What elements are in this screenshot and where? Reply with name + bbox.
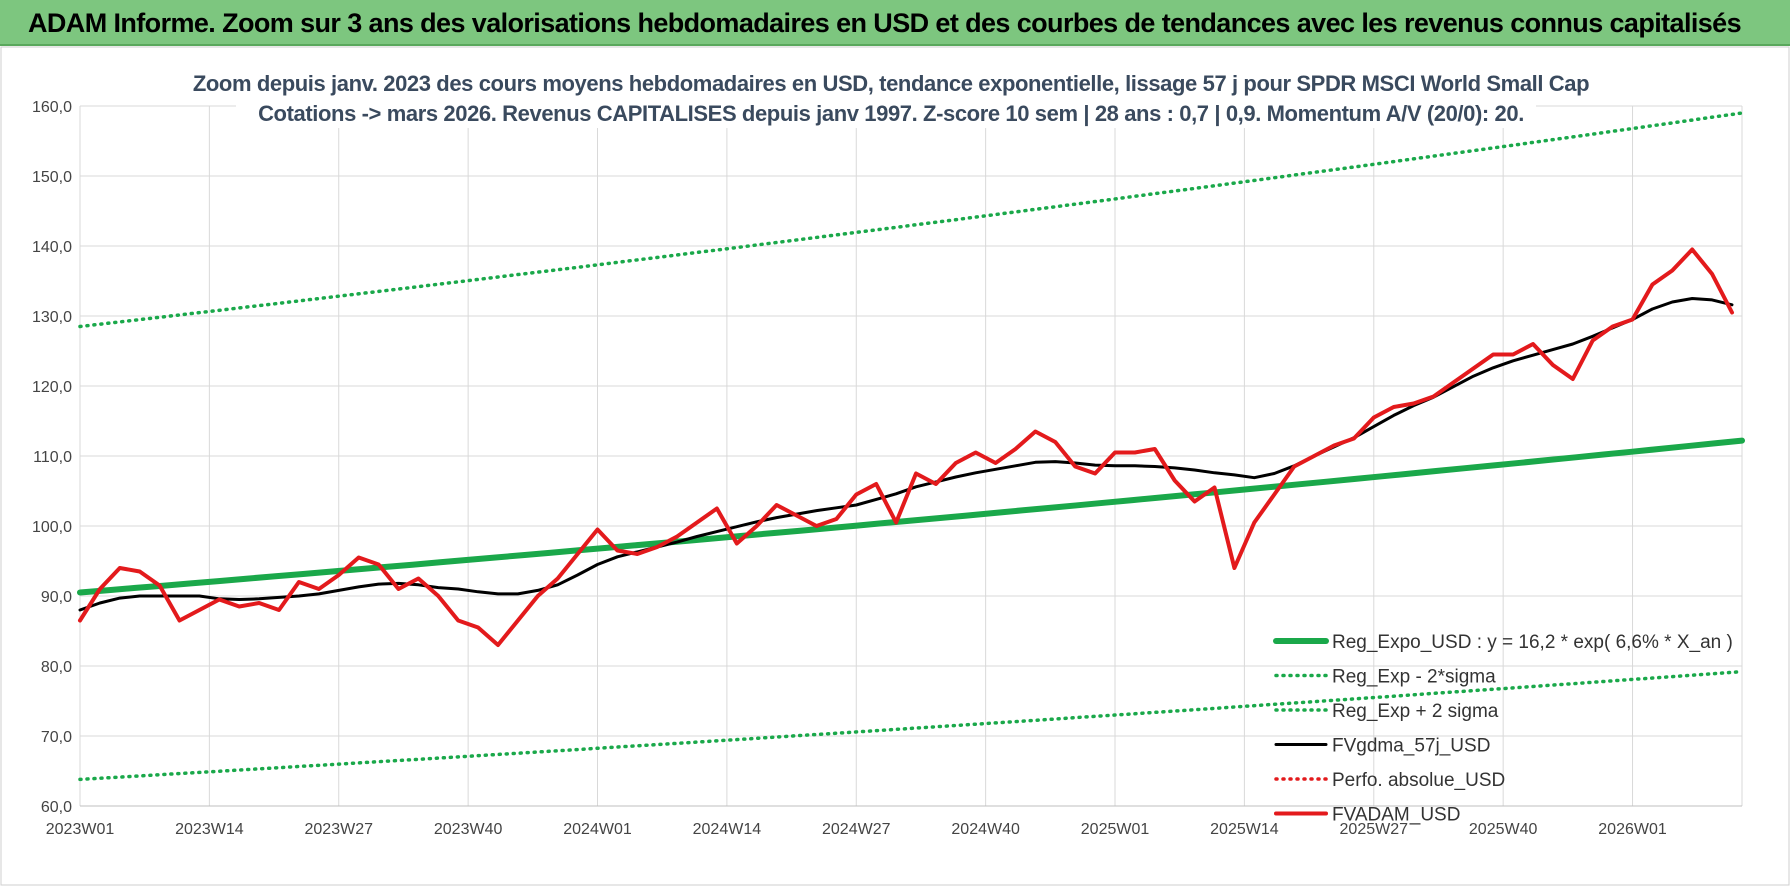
chart-border: [0, 46, 1790, 886]
x-tick-label: 2024W27: [822, 821, 891, 838]
x-tick-label: 2024W14: [693, 821, 762, 838]
y-tick-label: 120,0: [32, 379, 72, 396]
x-gridlines: [79, 106, 1743, 807]
x-tick-label: 2024W40: [951, 821, 1020, 838]
y-tick-label: 150,0: [32, 169, 72, 186]
chart: 60,0 70,0 80,0 90,0 100,0 110,0 120,0 130,0 140,…: [0, 46, 1790, 886]
x-tick-label: 2025W14: [1210, 821, 1279, 838]
legend-label: Reg_Exp - 2*sigma: [1332, 667, 1496, 688]
x-tick-label: 2025W01: [1081, 821, 1150, 838]
banner-title: ADAM Informe. Zoom sur 3 ans des valoris…: [28, 8, 1742, 38]
x-axis-labels: 2023W01 2023W14 2023W27 2023W40 2024W01 2024W…: [46, 821, 1667, 838]
series-line-1: [78, 669, 1744, 782]
legend-label: FVgdma_57j_USD: [1332, 736, 1490, 757]
legend-label: FVADAM_USD: [1332, 805, 1460, 826]
x-tick-label: 2023W27: [305, 821, 374, 838]
title-backdrop: [236, 66, 1536, 128]
y-tick-label: 110,0: [33, 449, 72, 466]
y-tick-label: 70,0: [41, 729, 72, 746]
legend-label: Reg_Expo_USD : y = 16,2 * exp( 6,6% * X_…: [1332, 632, 1733, 653]
series-line-2: [78, 111, 1744, 329]
x-tick-label: 2025W27: [1340, 821, 1409, 838]
chart-title-line-1: Zoom depuis janv. 2023 des cours moyens …: [193, 71, 1589, 96]
header-banner: ADAM Informe. Zoom sur 3 ans des valoris…: [0, 0, 1790, 46]
chart-frame: 60,0 70,0 80,0 90,0 100,0 110,0 120,0 130,0 140,…: [0, 46, 1790, 886]
x-tick-label: 2023W14: [175, 821, 244, 838]
legend-label: Reg_Exp + 2 sigma: [1332, 701, 1499, 722]
x-tick-label: 2026W01: [1598, 821, 1667, 838]
y-tick-label: 140,0: [32, 239, 72, 256]
x-tick-label: 2023W40: [434, 821, 503, 838]
y-tick-label: 160,0: [32, 99, 72, 116]
chart-title: Zoom depuis janv. 2023 des cours moyens …: [193, 66, 1590, 128]
y-tick-label: 80,0: [41, 659, 72, 676]
series-line-5: [78, 247, 1734, 647]
chart-title-line-2: Cotations -> mars 2026. Revenus CAPITALI…: [258, 101, 1524, 126]
x-tick-label: 2023W01: [46, 821, 115, 838]
series-line-0: [77, 437, 1745, 596]
y-axis-labels: 60,0 70,0 80,0 90,0 100,0 110,0 120,0 130,0 140,…: [32, 99, 72, 816]
y-tick-label: 130,0: [32, 309, 72, 326]
y-tick-label: 60,0: [41, 799, 72, 816]
legend: Reg_Expo_USD : y = 16,2 * exp( 6,6% * X_…: [1273, 632, 1733, 826]
x-tick-label: 2024W01: [563, 821, 632, 838]
series-line-3: [78, 297, 1734, 612]
y-tick-label: 100,0: [32, 519, 72, 536]
x-tick-label: 2025W40: [1469, 821, 1538, 838]
y-tick-label: 90,0: [41, 589, 72, 606]
series-layer: [77, 111, 1745, 782]
legend-label: Perfo. absolue_USD: [1332, 770, 1505, 791]
